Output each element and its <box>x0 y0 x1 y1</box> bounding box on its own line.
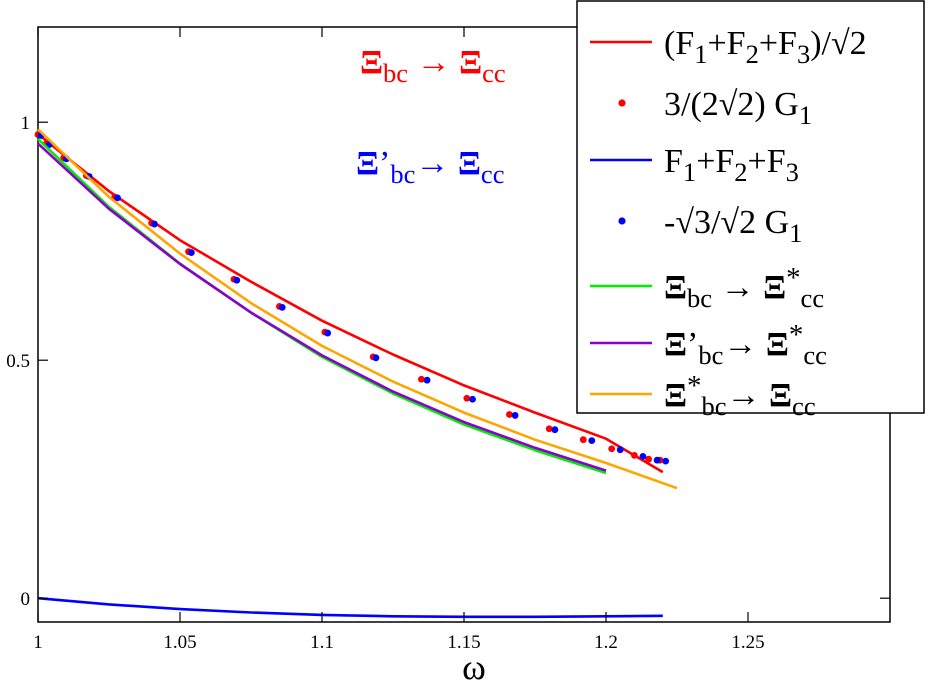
x-tick-label: 1 <box>33 632 43 653</box>
data-point <box>639 452 647 460</box>
data-point <box>506 411 513 418</box>
y-tick-label: 0.5 <box>6 351 30 372</box>
legend-label: Ξ*bc→ Ξcc <box>664 370 816 421</box>
data-point <box>608 445 616 453</box>
data-point <box>588 437 596 445</box>
data-point <box>463 394 471 402</box>
legend-entry-3-2-g1-3: -√3/√2 G1 <box>618 204 802 248</box>
data-point <box>653 456 661 464</box>
series-group <box>34 128 678 619</box>
series-bc-cc-6 <box>37 128 678 490</box>
legend-label: F1+F2+F3 <box>664 143 799 187</box>
data-point <box>278 303 286 311</box>
x-tick-label: 1.2 <box>594 632 618 653</box>
legend-box <box>576 0 925 414</box>
y-tick-label: 1 <box>21 113 31 134</box>
legend-entry-f1-f2-f3-2: F1+F2+F3 <box>590 143 799 187</box>
annotations: Ξbc → Ξcc Ξ’bc→ Ξcc <box>356 44 506 189</box>
x-tick-label: 1.15 <box>447 632 480 653</box>
legend-label: 3/(2√2) G1 <box>664 86 812 130</box>
axes: 1 1.05 1.1 1.15 1.2 1.25 0 0.5 1 <box>6 27 890 653</box>
series-3-2-g1-3 <box>37 132 670 465</box>
legend-label: Ξ’bc→ Ξ*cc <box>664 319 827 370</box>
data-point <box>511 412 519 419</box>
data-point <box>469 395 476 403</box>
series-bc-cc-4 <box>37 137 607 475</box>
data-point <box>662 457 670 465</box>
legend-entry-3-2-2-g1-1: 3/(2√2) G1 <box>618 86 812 130</box>
legend-swatch <box>618 99 626 107</box>
legend-entry-bc-cc-6: Ξ*bc→ Ξcc <box>590 370 816 421</box>
data-point <box>187 249 195 257</box>
data-point <box>324 329 332 337</box>
data-point <box>233 276 241 284</box>
annotation-bc-cc-1: Ξ’bc→ Ξcc <box>356 145 504 189</box>
legend-entry-bc-cc-4: Ξbc → Ξ*cc <box>590 262 824 313</box>
data-point <box>114 194 121 202</box>
series-line <box>37 137 607 475</box>
data-point <box>551 426 559 434</box>
series-f1-f2-f3-2-0 <box>37 133 664 474</box>
series-f1-f2-f3-2 <box>37 596 663 619</box>
data-point <box>418 375 425 383</box>
series-line <box>37 128 678 490</box>
legend-entry-bc-cc-5: Ξ’bc→ Ξ*cc <box>590 319 827 370</box>
data-point <box>372 354 380 362</box>
data-point <box>423 376 431 384</box>
annotation-bc-cc-0: Ξbc → Ξcc <box>360 44 506 88</box>
data-point <box>631 452 638 459</box>
legend: (F1+F2+F3)/√2 3/(2√2) G1 F1+F2+F3 -√3/√2 G1… <box>576 0 925 421</box>
x-tick-label: 1.1 <box>310 632 334 653</box>
x-tick-label: 1.25 <box>731 632 764 653</box>
series-3-2-2-g1-1 <box>34 131 664 464</box>
y-tick-label: 0 <box>21 589 31 610</box>
legend-swatch <box>618 217 626 225</box>
x-axis-label: ω <box>462 647 486 685</box>
series-line <box>37 142 607 472</box>
data-point <box>616 446 624 454</box>
series-line <box>37 133 664 474</box>
legend-label: (F1+F2+F3)/√2 <box>664 25 867 69</box>
series-line <box>37 596 663 619</box>
series-bc-cc-5 <box>37 142 607 472</box>
legend-label: -√3/√2 G1 <box>664 204 802 248</box>
data-point <box>545 425 553 433</box>
x-tick-label: 1.05 <box>163 632 196 653</box>
legend-label: Ξbc → Ξ*cc <box>664 262 824 313</box>
data-point <box>579 436 587 444</box>
data-point <box>645 455 652 463</box>
legend-entry-f1-f2-f3-2-0: (F1+F2+F3)/√2 <box>590 25 867 69</box>
data-point <box>151 220 158 228</box>
